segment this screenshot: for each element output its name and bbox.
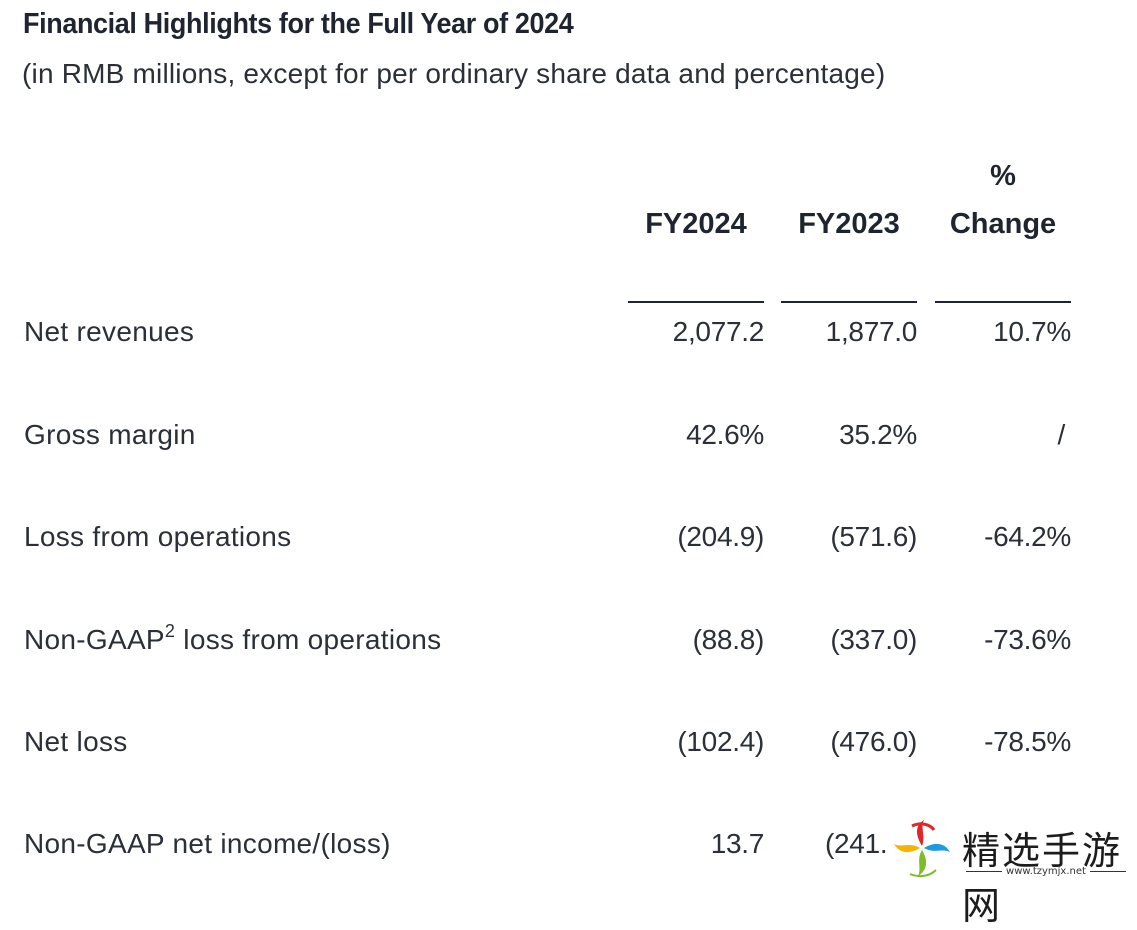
watermark: 精选手游网 www.tzymjx.net <box>890 812 1137 928</box>
cell-fy2023: 35.2% <box>839 419 917 450</box>
cell-change: -64.2% <box>984 521 1071 552</box>
cell-fy2024: 2,077.2 <box>672 316 765 347</box>
cell-fy2023: 1,877.0 <box>825 316 918 347</box>
cell-fy2023: (571.6) <box>830 521 917 552</box>
row-label: Loss from operations <box>24 521 292 552</box>
row-label: Non-GAAP2 loss from operations <box>24 621 442 655</box>
pinwheel-logo-icon <box>894 820 950 878</box>
row-label: Non-GAAP net income/(loss) <box>24 828 391 859</box>
cell-fy2024: 42.6% <box>686 419 764 450</box>
header-rule-change <box>935 301 1071 303</box>
header-change-line1: % <box>990 160 1016 192</box>
cell-change: 10.7% <box>993 316 1071 347</box>
header-rule-fy2023 <box>781 301 917 303</box>
footnote-marker: 2 <box>164 621 176 641</box>
cell-fy2023: (337.0) <box>830 624 917 655</box>
header-change-line2: Change <box>949 208 1057 240</box>
cell-fy2024: (88.8) <box>692 624 765 655</box>
row-label: Net revenues <box>24 316 195 347</box>
row-label: Gross margin <box>24 419 196 450</box>
cell-fy2024: (204.9) <box>677 521 764 552</box>
header-fy2024: FY2024 <box>645 208 747 240</box>
cell-fy2024: 13.7 <box>710 828 765 859</box>
cell-fy2023: (241. <box>825 828 888 859</box>
header-fy2023: FY2023 <box>798 208 900 240</box>
cell-fy2023: (476.0) <box>830 726 917 757</box>
page-subtitle: (in RMB millions, except for per ordinar… <box>22 58 886 89</box>
cell-change: -78.5% <box>984 726 1071 757</box>
cell-change: / <box>1057 419 1066 450</box>
header-rule-fy2024 <box>628 301 764 303</box>
cell-change: -73.6% <box>984 624 1071 655</box>
watermark-url: www.tzymjx.net <box>962 866 1130 877</box>
page-title: Financial Highlights for the Full Year o… <box>23 8 574 40</box>
cell-fy2024: (102.4) <box>677 726 764 757</box>
row-label: Net loss <box>24 726 128 757</box>
